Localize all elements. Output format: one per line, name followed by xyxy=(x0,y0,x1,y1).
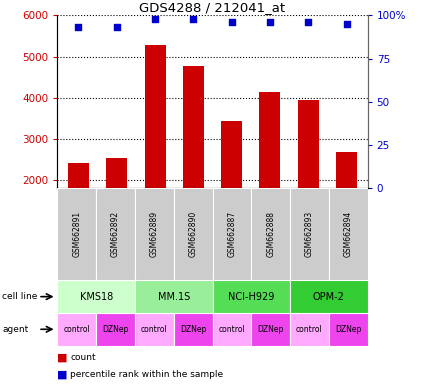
Bar xyxy=(68,163,89,262)
Point xyxy=(152,16,159,22)
Bar xyxy=(212,280,290,313)
Bar xyxy=(183,66,204,262)
Text: GSM662889: GSM662889 xyxy=(150,211,159,257)
Text: OPM-2: OPM-2 xyxy=(313,291,345,302)
Text: control: control xyxy=(63,325,90,334)
Bar xyxy=(57,313,96,346)
Bar xyxy=(57,280,135,313)
Bar xyxy=(106,158,127,262)
Bar xyxy=(212,188,251,280)
Point xyxy=(305,19,312,25)
Text: GSM662890: GSM662890 xyxy=(189,211,198,257)
Text: GSM662887: GSM662887 xyxy=(227,211,236,257)
Text: control: control xyxy=(141,325,168,334)
Bar xyxy=(174,188,212,280)
Text: ■: ■ xyxy=(57,369,68,379)
Text: control: control xyxy=(218,325,245,334)
Bar xyxy=(144,45,166,262)
Bar xyxy=(290,313,329,346)
Text: DZNep: DZNep xyxy=(102,325,129,334)
Text: GSM662891: GSM662891 xyxy=(72,211,81,257)
Text: ■: ■ xyxy=(57,353,68,363)
Text: control: control xyxy=(296,325,323,334)
Bar xyxy=(96,188,135,280)
Point xyxy=(228,19,235,25)
Text: DZNep: DZNep xyxy=(335,325,361,334)
Bar xyxy=(259,92,280,262)
Bar xyxy=(329,313,368,346)
Text: MM.1S: MM.1S xyxy=(158,291,190,302)
Text: GSM662894: GSM662894 xyxy=(344,211,353,257)
Text: GSM662888: GSM662888 xyxy=(266,211,275,257)
Bar xyxy=(135,188,174,280)
Text: DZNep: DZNep xyxy=(258,325,284,334)
Bar xyxy=(57,188,96,280)
Bar xyxy=(290,188,329,280)
Bar xyxy=(96,313,135,346)
Text: DZNep: DZNep xyxy=(180,325,206,334)
Point xyxy=(266,19,273,25)
Text: percentile rank within the sample: percentile rank within the sample xyxy=(70,370,223,379)
Text: NCI-H929: NCI-H929 xyxy=(228,291,275,302)
Bar xyxy=(329,188,368,280)
Bar xyxy=(135,280,212,313)
Bar xyxy=(298,100,319,262)
Text: KMS18: KMS18 xyxy=(79,291,113,302)
Bar xyxy=(336,152,357,262)
Point xyxy=(75,25,82,31)
Text: GSM662892: GSM662892 xyxy=(111,211,120,257)
Bar xyxy=(212,313,251,346)
Text: agent: agent xyxy=(2,325,28,334)
Bar xyxy=(174,313,212,346)
Text: cell line: cell line xyxy=(2,292,37,301)
Point xyxy=(190,16,197,22)
Point xyxy=(343,21,350,27)
Bar xyxy=(251,313,290,346)
Bar xyxy=(251,188,290,280)
Text: GSM662893: GSM662893 xyxy=(305,211,314,257)
Text: count: count xyxy=(70,353,96,362)
Title: GDS4288 / 212041_at: GDS4288 / 212041_at xyxy=(139,1,286,14)
Bar xyxy=(290,280,368,313)
Bar xyxy=(221,121,242,262)
Point xyxy=(113,25,120,31)
Bar xyxy=(135,313,174,346)
